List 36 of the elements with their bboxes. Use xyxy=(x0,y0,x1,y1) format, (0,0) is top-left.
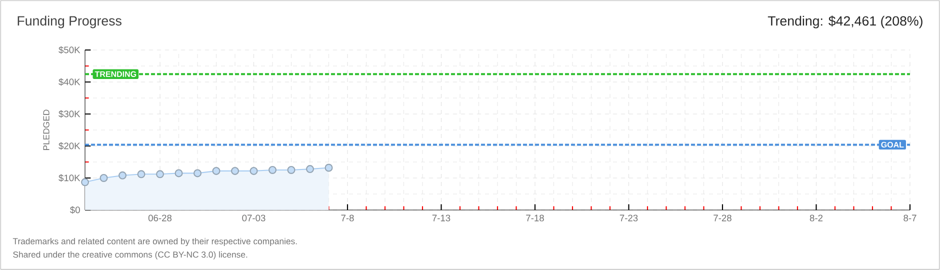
x-tick-label: 07-03 xyxy=(242,214,266,222)
y-tick-label: $30K xyxy=(58,110,80,118)
point xyxy=(231,166,240,175)
point xyxy=(174,169,183,178)
point xyxy=(137,170,146,178)
x-tick-label: 06-28 xyxy=(148,214,172,222)
point xyxy=(81,178,90,186)
point xyxy=(100,174,108,182)
y-axis-title: PLEDGED xyxy=(43,110,50,150)
y-tick-label: $0 xyxy=(70,206,80,214)
point xyxy=(324,164,333,172)
x-tick-label: 7-28 xyxy=(714,214,732,222)
point xyxy=(250,166,258,175)
point xyxy=(212,166,220,175)
text: Trademarks and related content are owned by their respective companies. xyxy=(12,238,297,246)
point xyxy=(306,165,314,174)
x-tick-label: 7-18 xyxy=(526,214,544,222)
point xyxy=(156,170,164,178)
x-tick-label: 8-7 xyxy=(904,214,916,222)
ref-line-label: TRENDING xyxy=(94,71,136,77)
point xyxy=(287,166,296,174)
y-tick-label: $40K xyxy=(58,78,80,86)
point xyxy=(268,166,277,174)
point xyxy=(118,171,127,180)
chart-title: Funding Progress xyxy=(18,16,122,28)
ref-line-label: GOAL xyxy=(881,142,904,148)
point xyxy=(194,169,202,178)
y-tick-label: $50K xyxy=(58,46,80,54)
text: Shared under the creative commons (CC BY-NC 3.0) license. xyxy=(13,251,248,260)
chart-subtitle: Trending: $42,461 (208%) xyxy=(768,16,922,28)
x-tick-label: 7-8 xyxy=(341,214,354,222)
x-tick-label: 7-23 xyxy=(620,214,638,222)
x-tick-label: 8-2 xyxy=(810,214,823,222)
y-tick-label: $20K xyxy=(58,142,80,150)
x-tick-label: 7-13 xyxy=(432,214,450,222)
y-tick-label: $10K xyxy=(58,174,80,182)
